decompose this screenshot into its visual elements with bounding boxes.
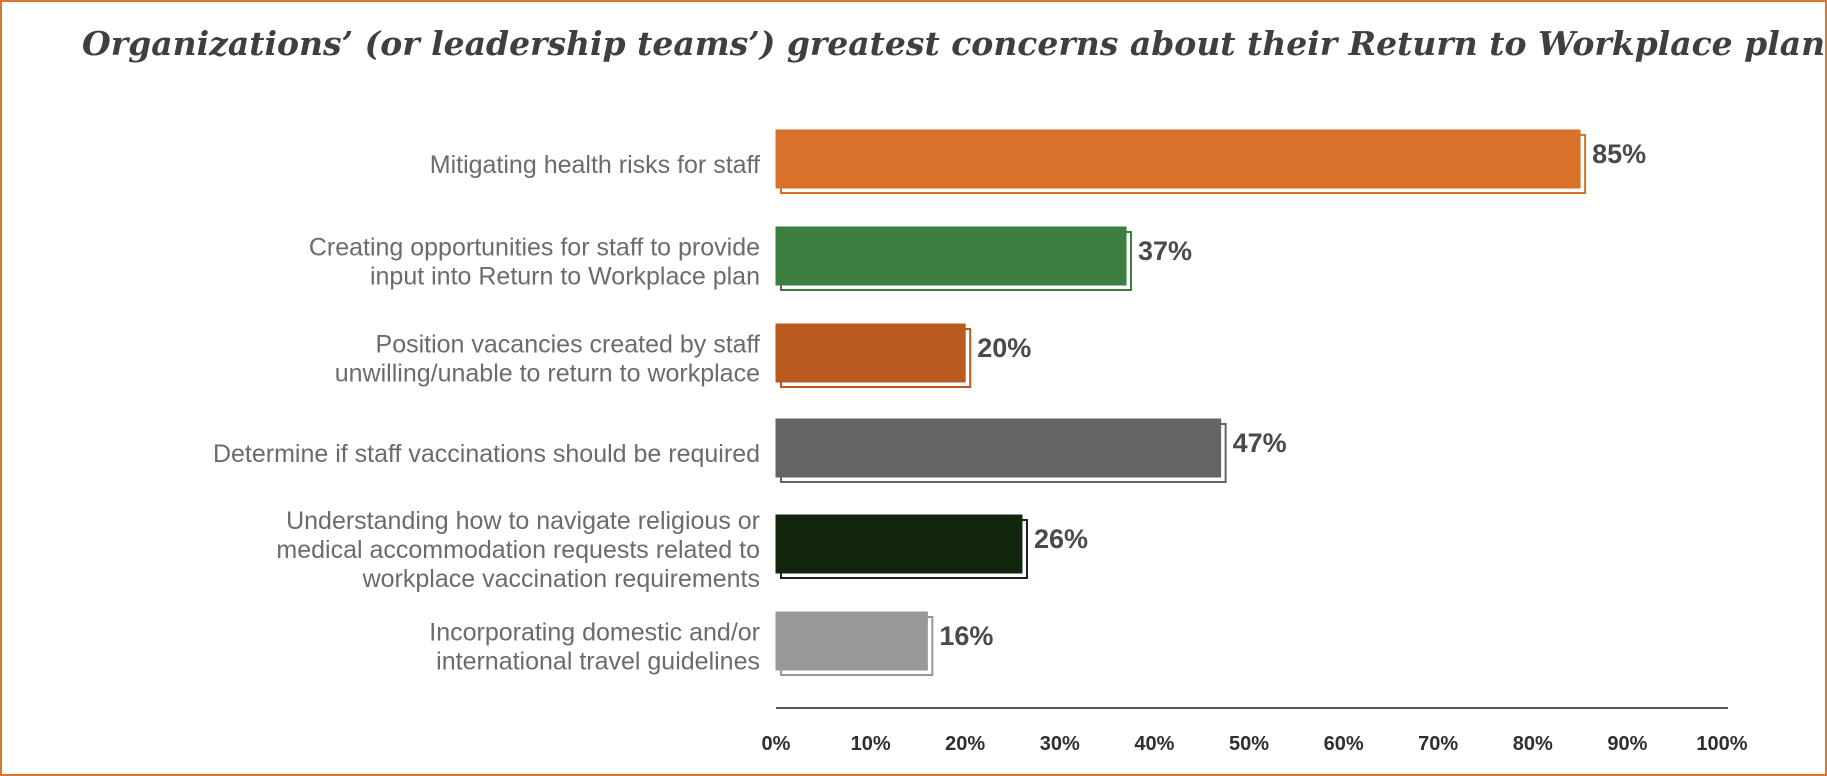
chart-title: Organizations’ (or leadership teams’) gr… bbox=[82, 24, 1826, 63]
category-label: unwilling/unable to return to workplace bbox=[335, 360, 760, 388]
category-label: input into Return to Workplace plan bbox=[370, 263, 760, 291]
category-label: medical accommodation requests related t… bbox=[276, 536, 760, 564]
value-label: 47% bbox=[1233, 428, 1287, 458]
x-tick-label: 60% bbox=[1324, 733, 1364, 755]
bar bbox=[775, 514, 1023, 574]
x-tick-label: 40% bbox=[1134, 733, 1174, 755]
x-tick-label: 100% bbox=[1696, 733, 1747, 755]
value-label: 16% bbox=[939, 621, 993, 651]
category-label: Understanding how to navigate religious … bbox=[286, 507, 760, 535]
category-label: international travel guidelines bbox=[436, 648, 760, 676]
category-label: Determine if staff vaccinations should b… bbox=[213, 440, 760, 468]
x-tick-label: 50% bbox=[1229, 733, 1269, 755]
category-label: Position vacancies created by staff bbox=[376, 331, 761, 359]
category-label: Incorporating domestic and/or bbox=[429, 619, 760, 647]
x-tick-label: 10% bbox=[851, 733, 891, 755]
bar bbox=[775, 226, 1127, 286]
bar bbox=[775, 323, 966, 383]
category-label: workplace vaccination requirements bbox=[362, 565, 760, 593]
category-label: Creating opportunities for staff to prov… bbox=[309, 234, 760, 262]
value-label: 26% bbox=[1034, 524, 1088, 554]
value-label: 85% bbox=[1592, 139, 1646, 169]
x-tick-label: 70% bbox=[1418, 733, 1458, 755]
bar bbox=[775, 418, 1222, 478]
category-label: Mitigating health risks for staff bbox=[430, 151, 760, 179]
x-tick-label: 20% bbox=[945, 733, 985, 755]
value-label: 20% bbox=[977, 333, 1031, 363]
x-tick-label: 30% bbox=[1040, 733, 1080, 755]
x-tick-label: 90% bbox=[1607, 733, 1647, 755]
x-tick-label: 0% bbox=[762, 733, 791, 755]
value-label: 37% bbox=[1138, 236, 1192, 266]
bar bbox=[775, 611, 928, 671]
bar bbox=[775, 129, 1581, 189]
x-tick-label: 80% bbox=[1513, 733, 1553, 755]
